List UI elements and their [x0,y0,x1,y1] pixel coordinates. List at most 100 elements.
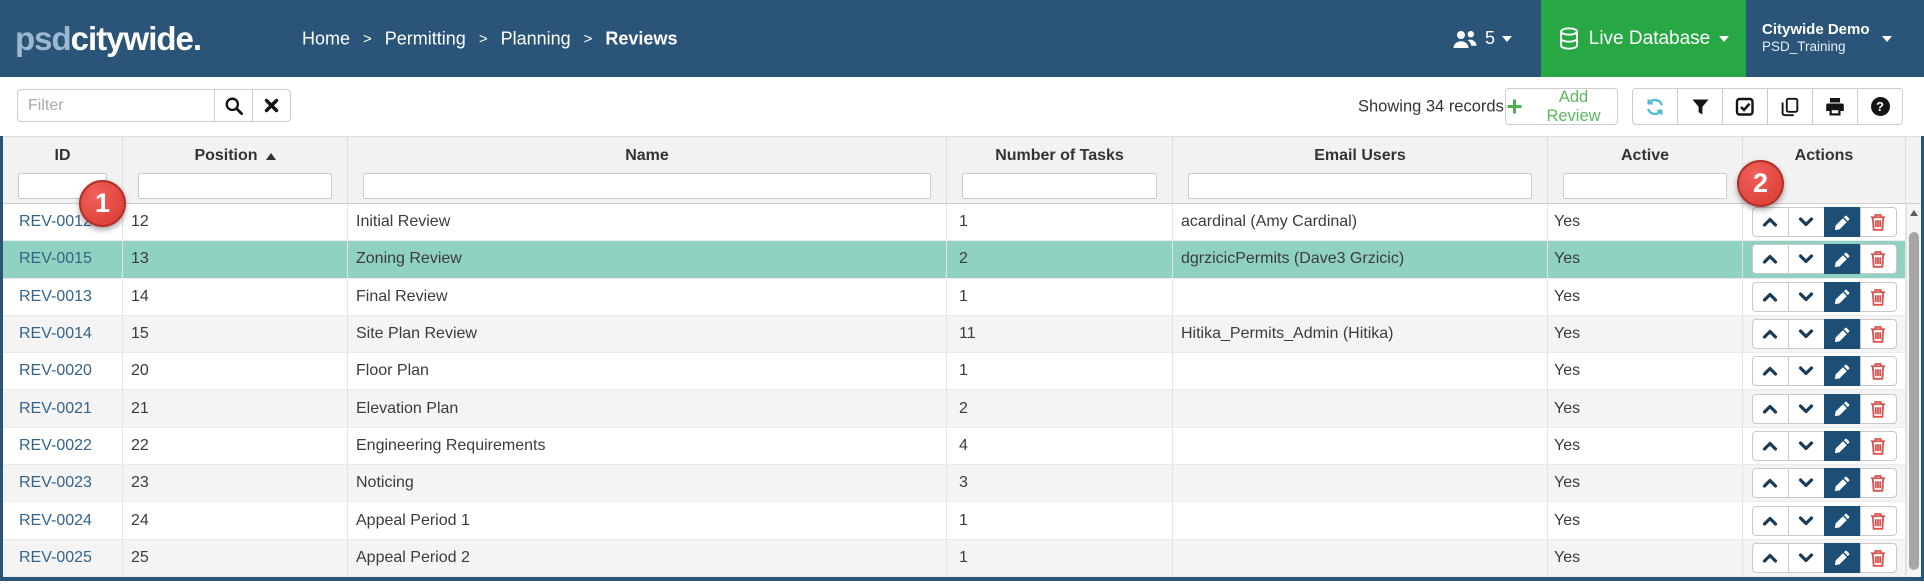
table-row[interactable]: REV-0014 15 Site Plan Review 11 Hitika_P… [3,315,1921,354]
edit-button[interactable] [1823,430,1861,461]
app-logo[interactable]: psdcitywide. [15,20,202,58]
review-id-link[interactable]: REV-0012 [19,213,92,231]
move-up-button[interactable] [1751,319,1789,350]
clear-filter-button[interactable] [252,89,291,122]
column-header-active[interactable]: Active [1548,137,1743,203]
edit-button[interactable] [1823,356,1861,387]
delete-button[interactable] [1859,393,1897,424]
move-up-button[interactable] [1751,468,1789,499]
cell-email: Hitika_Permits_Admin (Hitika) [1173,315,1548,353]
review-id-link[interactable]: REV-0020 [19,362,92,380]
move-up-button[interactable] [1751,542,1789,573]
move-up-button[interactable] [1751,356,1789,387]
move-down-button[interactable] [1787,281,1825,312]
help-button[interactable]: ? [1857,88,1903,125]
select-columns-button[interactable] [1722,88,1768,125]
edit-button[interactable] [1823,244,1861,275]
copy-button[interactable] [1767,88,1813,125]
review-id-link[interactable]: REV-0013 [19,287,92,305]
column-filter-name[interactable] [363,173,931,199]
move-down-button[interactable] [1787,468,1825,499]
delete-button[interactable] [1859,542,1897,573]
cell-id: REV-0021 [3,390,123,427]
column-filter-position[interactable] [138,173,332,199]
move-down-button[interactable] [1787,393,1825,424]
column-filter-email[interactable] [1188,173,1532,199]
move-up-button[interactable] [1751,244,1789,275]
edit-button[interactable] [1823,542,1861,573]
delete-button[interactable] [1859,430,1897,461]
table-row[interactable]: REV-0023 23 Noticing 3 Yes [3,465,1921,503]
move-down-button[interactable] [1787,505,1825,536]
scroll-up-arrow[interactable] [1907,207,1921,219]
move-down-button[interactable] [1787,430,1825,461]
active-users-dropdown[interactable]: 5 [1452,0,1513,77]
table-row[interactable]: REV-0015 13 Zoning Review 2 dgrzicicPerm… [3,241,1921,279]
column-header-tasks[interactable]: Number of Tasks [947,137,1173,203]
column-header-position[interactable]: Position [123,137,348,203]
add-review-button[interactable]: Add Review [1505,88,1618,125]
chevron-down-icon [1798,403,1814,415]
breadcrumb-planning[interactable]: Planning [500,28,571,48]
table-row[interactable]: REV-0012 12 Initial Review 1 acardinal (… [3,204,1921,242]
search-button[interactable] [214,89,253,122]
column-header-email[interactable]: Email Users [1173,137,1548,203]
review-id-link[interactable]: REV-0015 [19,250,92,268]
cell-email [1173,390,1548,427]
cell-tasks: 1 [947,204,1173,241]
review-id-link[interactable]: REV-0025 [19,548,92,566]
table-row[interactable]: REV-0024 24 Appeal Period 1 1 Yes [3,502,1921,540]
move-up-button[interactable] [1751,393,1789,424]
review-id-link[interactable]: REV-0021 [19,399,92,417]
account-menu[interactable]: Citywide Demo PSD_Training [1762,0,1892,77]
delete-button[interactable] [1859,207,1897,238]
delete-button[interactable] [1859,281,1897,312]
column-header-name[interactable]: Name [348,137,947,203]
edit-button[interactable] [1823,281,1861,312]
move-down-button[interactable] [1787,244,1825,275]
delete-button[interactable] [1859,505,1897,536]
table-row[interactable]: REV-0013 14 Final Review 1 Yes [3,278,1921,316]
move-up-button[interactable] [1751,281,1789,312]
edit-button[interactable] [1823,505,1861,536]
table-row[interactable]: REV-0020 20 Floor Plan 1 Yes [3,353,1921,391]
vertical-scrollbar[interactable] [1906,204,1921,577]
column-filter-tasks[interactable] [962,173,1157,199]
table-row[interactable]: REV-0022 22 Engineering Requirements 4 Y… [3,427,1921,466]
move-up-button[interactable] [1751,207,1789,238]
column-filter-active[interactable] [1563,173,1727,199]
print-button[interactable] [1812,88,1858,125]
table-row[interactable]: REV-0025 25 Appeal Period 2 1 Yes [3,539,1921,577]
live-database-button[interactable]: Live Database [1541,0,1746,77]
filter-group [17,89,291,122]
edit-button[interactable] [1823,393,1861,424]
cell-name: Appeal Period 1 [348,502,947,539]
move-up-button[interactable] [1751,505,1789,536]
move-down-button[interactable] [1787,356,1825,387]
row-action-group [1751,468,1897,499]
review-id-link[interactable]: REV-0024 [19,511,92,529]
cell-position: 24 [123,502,348,539]
review-id-link[interactable]: REV-0014 [19,325,92,343]
breadcrumb-home[interactable]: Home [302,28,351,48]
edit-button[interactable] [1823,207,1861,238]
delete-button[interactable] [1859,244,1897,275]
filter-columns-button[interactable] [1677,88,1723,125]
move-down-button[interactable] [1787,542,1825,573]
delete-button[interactable] [1859,468,1897,499]
filter-input[interactable] [17,89,215,122]
table-row[interactable]: REV-0021 21 Elevation Plan 2 Yes [3,390,1921,428]
breadcrumb-permitting[interactable]: Permitting [384,28,466,48]
move-up-button[interactable] [1751,430,1789,461]
edit-button[interactable] [1823,468,1861,499]
scrollbar-thumb[interactable] [1909,232,1919,570]
refresh-button[interactable] [1632,88,1678,125]
move-down-button[interactable] [1787,207,1825,238]
edit-button[interactable] [1823,319,1861,350]
cell-id: REV-0015 [3,241,123,278]
delete-button[interactable] [1859,319,1897,350]
review-id-link[interactable]: REV-0023 [19,474,92,492]
review-id-link[interactable]: REV-0022 [19,436,92,454]
move-down-button[interactable] [1787,319,1825,350]
delete-button[interactable] [1859,356,1897,387]
